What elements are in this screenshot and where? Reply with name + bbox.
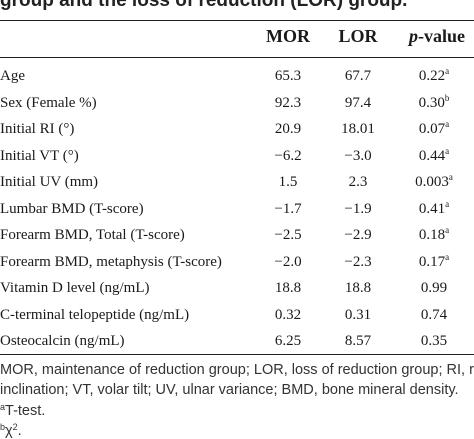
cell-mor: 20.9 [274, 121, 302, 137]
cell-p-value: 0.74 [400, 303, 468, 327]
cell-p-value: 0.41a [400, 197, 468, 221]
footnote-abbreviations-line1: MOR, maintenance of reduction group; LOR… [0, 362, 474, 378]
footnote-a: aT-test. [0, 403, 474, 419]
footnote-b-text: χ [5, 423, 13, 439]
header-p-value: p-value [400, 24, 474, 48]
p-value-footnote-mark: a [445, 198, 450, 209]
table-row: Vitamin D level (ng/mL) 18.8 18.8 0.99 [0, 276, 474, 300]
cell-lor: 18.8 [344, 280, 372, 296]
p-value-footnote-mark: a [445, 225, 450, 235]
cell-p-value: 0.22a [400, 64, 468, 88]
cell-p-value: 0.003a [400, 170, 468, 194]
cell-lor: 97.4 [344, 94, 372, 111]
cell-p-value: 0.18a [400, 223, 468, 247]
cell-lor: 67.7 [344, 68, 372, 84]
cell-mor: 1.5 [278, 174, 298, 190]
p-value-number: 0.30 [418, 94, 445, 111]
top-rule [0, 20, 474, 21]
header-p-rest: -value [418, 26, 465, 46]
cell-p-value: 0.99 [400, 276, 468, 300]
table-caption: group and the loss of reduction (LOR) gr… [0, 0, 408, 11]
p-value-number: 0.44 [418, 147, 446, 164]
table-row: Forearm BMD, metaphysis (T-score) −2.0 −2.… [0, 250, 474, 274]
cell-mor: 6.25 [274, 333, 302, 349]
row-label: Initial RI (°) [0, 121, 75, 137]
p-value-number: 0.18 [418, 227, 446, 243]
p-value-number: 0.74 [420, 306, 448, 323]
p-value-number: 0.99 [420, 280, 448, 296]
footnote-b: bχ2. [0, 423, 474, 439]
p-value-footnote-mark: a [448, 172, 453, 182]
header-mor: MOR [266, 26, 310, 46]
row-label: Vitamin D level (ng/mL) [0, 280, 150, 296]
footnote-b-mark: b [0, 423, 6, 432]
row-label: Age [0, 68, 25, 84]
footnote-b-exp: 2 [12, 423, 18, 432]
table-row: Lumbar BMD (T-score) −1.7 −1.9 0.41a [0, 197, 474, 221]
row-label: Forearm BMD, Total (T-score) [0, 227, 185, 243]
p-value-number: 0.07 [418, 121, 446, 137]
table-row: Initial RI (°) 20.9 18.01 0.07a [0, 117, 474, 141]
p-value-number: 0.17 [418, 253, 446, 270]
row-label: Forearm BMD, metaphysis (T-score) [0, 253, 222, 270]
row-label: Sex (Female %) [0, 94, 97, 111]
table-row: Forearm BMD, Total (T-score) −2.5 −2.9 0.18… [0, 223, 474, 247]
row-label: Osteocalcin (ng/mL) [0, 333, 125, 349]
table-row: Age 65.3 67.7 0.22a [0, 64, 474, 88]
header-p-italic: p [409, 26, 418, 46]
table-row: Initial UV (mm) 1.5 2.3 0.003a [0, 170, 474, 194]
footnote-a-mark: a [0, 403, 6, 412]
cell-lor: −2.9 [344, 227, 372, 243]
p-value-footnote-mark: a [445, 119, 450, 129]
cell-mor: −2.5 [274, 227, 302, 243]
cell-mor: 18.8 [274, 280, 302, 296]
cell-mor: −1.7 [274, 200, 302, 217]
cell-mor: 92.3 [274, 94, 302, 111]
cell-lor: 8.57 [344, 333, 372, 349]
p-value-number: 0.003 [415, 174, 449, 190]
cell-mor: −2.0 [274, 253, 302, 270]
header-lor: LOR [338, 26, 378, 46]
row-label: Initial VT (°) [0, 147, 79, 164]
cell-mor: 65.3 [274, 68, 302, 84]
footnote-b-end: . [17, 423, 22, 439]
table-row: Sex (Female %) 92.3 97.4 0.30b [0, 91, 474, 115]
cell-lor: 0.31 [344, 306, 372, 323]
p-value-footnote-mark: b [444, 92, 450, 103]
table-row: Osteocalcin (ng/mL) 6.25 8.57 0.35 [0, 329, 474, 353]
p-value-number: 0.22 [418, 68, 446, 84]
p-value-number: 0.35 [420, 333, 448, 349]
p-value-footnote-mark: a [445, 145, 450, 156]
p-value-footnote-mark: a [445, 66, 450, 76]
p-value-number: 0.41 [418, 200, 446, 217]
cell-p-value: 0.44a [400, 144, 468, 168]
cell-mor: −6.2 [274, 147, 302, 164]
cell-p-value: 0.17a [400, 250, 468, 274]
cell-lor: −2.3 [344, 253, 372, 270]
table-row: Initial VT (°) −6.2 −3.0 0.44a [0, 144, 474, 168]
bottom-rule [0, 354, 474, 355]
row-label: Initial UV (mm) [0, 174, 99, 190]
cell-mor: 0.32 [274, 306, 302, 323]
header-rule [0, 57, 474, 58]
p-value-footnote-mark: a [445, 251, 450, 262]
row-label: C-terminal telopeptide (ng/mL) [0, 306, 190, 323]
footnote-a-text: T-test. [5, 403, 46, 419]
cell-lor: −1.9 [344, 200, 372, 217]
footnote-abbreviations-line2: inclination; VT, volar tilt; UV, ulnar v… [0, 382, 459, 398]
cell-lor: 2.3 [348, 174, 368, 190]
cell-lor: 18.01 [341, 121, 375, 137]
row-label: Lumbar BMD (T-score) [0, 200, 144, 217]
cell-p-value: 0.35 [400, 329, 468, 353]
cell-p-value: 0.07a [400, 117, 468, 141]
cell-p-value: 0.30b [400, 91, 468, 115]
cell-lor: −3.0 [344, 147, 372, 164]
table-row: C-terminal telopeptide (ng/mL) 0.32 0.31 0.… [0, 303, 474, 327]
